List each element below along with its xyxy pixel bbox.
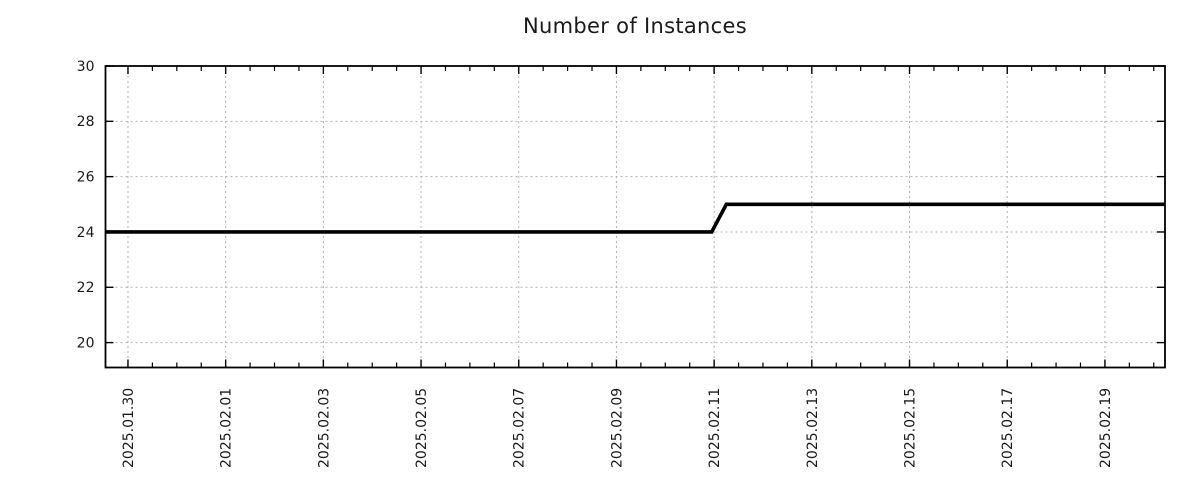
plot-border (104, 65, 1166, 369)
series-line-instances (105, 202, 1165, 234)
chart-title: Number of Instances (523, 14, 747, 38)
y-tick-label: 28 (77, 114, 95, 130)
x-tick-label: 2025.01.30 (121, 388, 137, 468)
x-tick-label: 2025.02.03 (316, 388, 332, 468)
axis-ticks (105, 65, 1165, 368)
x-gridlines (127, 66, 1106, 368)
y-tick-label: 24 (77, 225, 95, 241)
x-tick-label: 2025.02.17 (1000, 388, 1016, 468)
x-tick-label: 2025.02.05 (414, 388, 430, 468)
x-tick-label: 2025.02.07 (512, 388, 528, 468)
x-tick-label: 2025.02.15 (903, 388, 919, 468)
series-lines (105, 202, 1165, 234)
x-tick-label: 2025.02.13 (805, 388, 821, 468)
x-tick-label: 2025.02.11 (707, 388, 723, 468)
y-tick-label: 26 (77, 170, 95, 186)
y-tick-label: 20 (77, 336, 95, 352)
y-tick-labels: 20 22 24 26 28 30 (77, 59, 95, 352)
x-tick-label: 2025.02.09 (609, 388, 625, 468)
y-tick-label: 22 (77, 280, 95, 296)
x-tick-label: 2025.02.01 (219, 388, 235, 468)
y-tick-label: 30 (77, 59, 95, 75)
x-tick-label: 2025.02.19 (1098, 388, 1114, 468)
x-tick-labels: 2025.01.30 2025.02.01 2025.02.03 2025.02.05… (121, 388, 1114, 468)
